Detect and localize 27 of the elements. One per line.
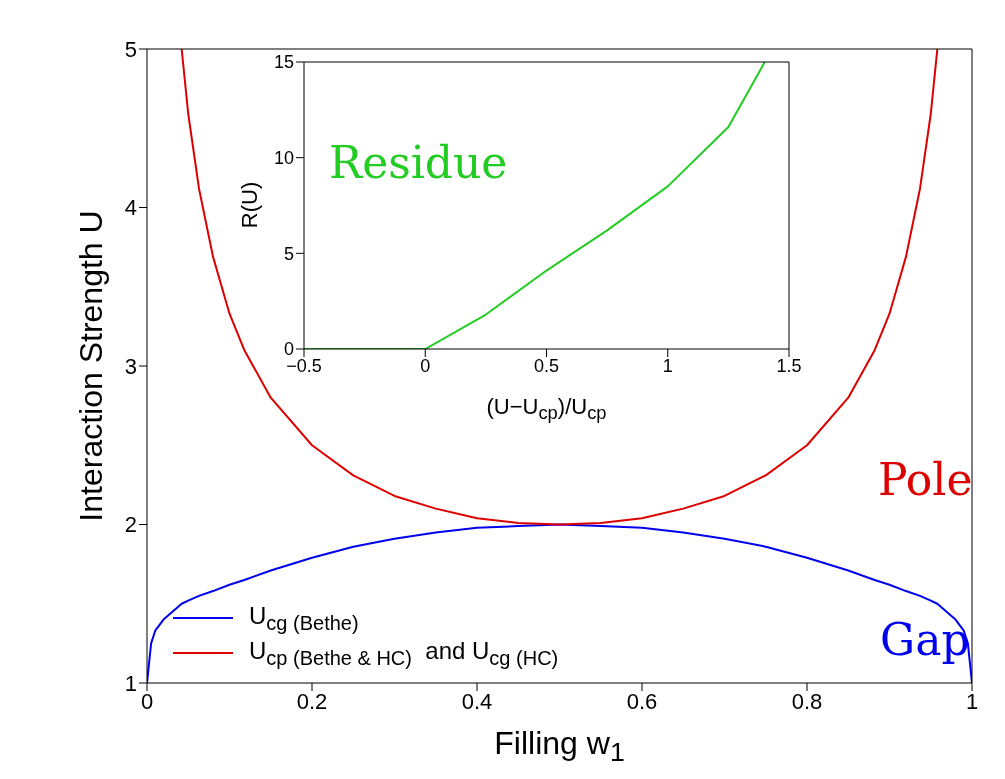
- x-tick-label: 0.2: [296, 688, 328, 714]
- y-axis-title: Interaction Strength U: [72, 209, 110, 522]
- x-tick-label: 0.6: [626, 688, 658, 714]
- x-tick-label: 1: [662, 355, 673, 376]
- x-tick-label: 1: [965, 688, 979, 714]
- x-tick-label: 1.5: [776, 355, 802, 376]
- y-axis-title: R(U): [236, 181, 263, 229]
- y-tick-label: 10: [273, 148, 294, 169]
- x-tick-label: 0: [420, 355, 431, 376]
- x-tick-label: 0.8: [791, 688, 823, 714]
- y-tick-label: 1: [124, 670, 137, 696]
- legend-label: U$_{cp (Bethe & HC)}$ and U$_{cg (HC)}$: [249, 636, 559, 670]
- annotation: Gap: [880, 614, 970, 665]
- y-tick-label: 15: [273, 52, 294, 73]
- y-tick-label: 2: [124, 512, 137, 538]
- x-tick-label: 0.4: [461, 688, 493, 714]
- x-axis-title: (U−U$_{cp}$)/U$_{cp}$: [485, 393, 608, 424]
- x-axis-title: Filling w$_{1}$: [493, 724, 626, 768]
- y-tick-label: 5: [283, 243, 294, 264]
- y-tick-label: 4: [124, 195, 137, 221]
- annotation: Residue: [329, 137, 508, 188]
- annotation: Pole: [878, 454, 973, 505]
- x-tick-label: 0: [140, 688, 154, 714]
- y-tick-label: 5: [124, 36, 137, 62]
- y-tick-label: 3: [124, 353, 137, 379]
- legend-label: U$_{cg (Bethe)}$: [249, 602, 359, 635]
- x-tick-label: 0.5: [533, 355, 560, 376]
